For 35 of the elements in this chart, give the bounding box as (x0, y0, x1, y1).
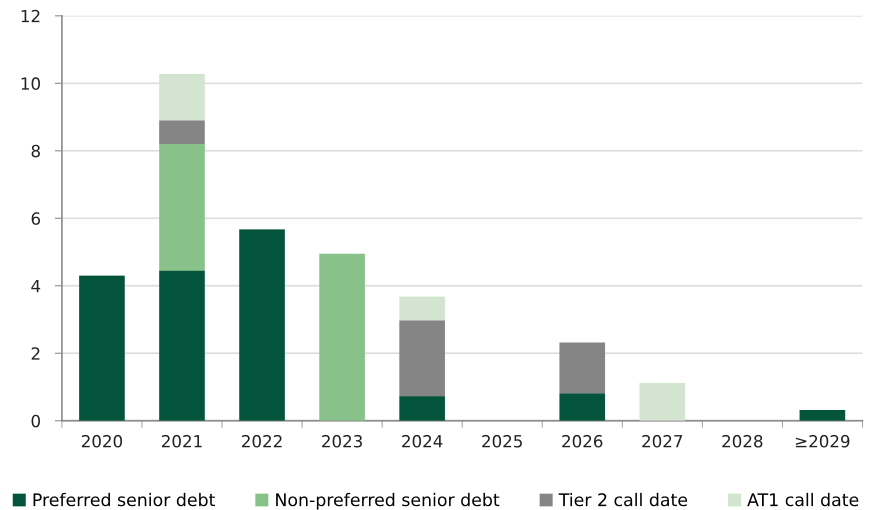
y-tick-label: 0 (32, 414, 40, 428)
x-tick-label: 2021 (162, 434, 202, 448)
y-tick-label: 6 (32, 212, 40, 225)
x-tick-label: 2023 (322, 434, 362, 448)
x-tick-label: 2022 (242, 434, 282, 448)
y-tick-label: 8 (32, 144, 40, 158)
bar (559, 342, 606, 394)
x-tick-label: 2020 (82, 434, 122, 448)
bar (159, 144, 205, 271)
bar (79, 276, 125, 421)
bar (559, 393, 606, 421)
legend-label: Non-preferred senior debt (276, 492, 500, 510)
bar (399, 320, 445, 396)
x-tick-label: ≥2029 (796, 434, 850, 448)
bar (800, 410, 846, 421)
bar (399, 296, 445, 321)
x-tick-label: 2028 (722, 434, 762, 448)
bar (639, 382, 686, 421)
y-tick-label: 4 (31, 280, 40, 292)
bar (159, 270, 205, 421)
legend-label: AT1 call date (747, 492, 858, 506)
x-tick-label: 2024 (402, 434, 442, 448)
y-tick-label: 12 (22, 10, 40, 22)
bar (159, 74, 205, 120)
x-tick-label: 2026 (562, 434, 602, 448)
legend-label: Preferred senior debt (34, 492, 215, 506)
x-tick-label: 2027 (642, 434, 682, 448)
x-tick-label: 2025 (482, 434, 522, 448)
bar (159, 120, 205, 144)
legend-label: Tier 2 call date (558, 492, 688, 506)
bar (399, 396, 445, 421)
y-tick-label: 10 (22, 77, 40, 90)
y-tick-label: 2 (32, 347, 40, 360)
bar (319, 254, 365, 421)
bar (239, 229, 285, 421)
